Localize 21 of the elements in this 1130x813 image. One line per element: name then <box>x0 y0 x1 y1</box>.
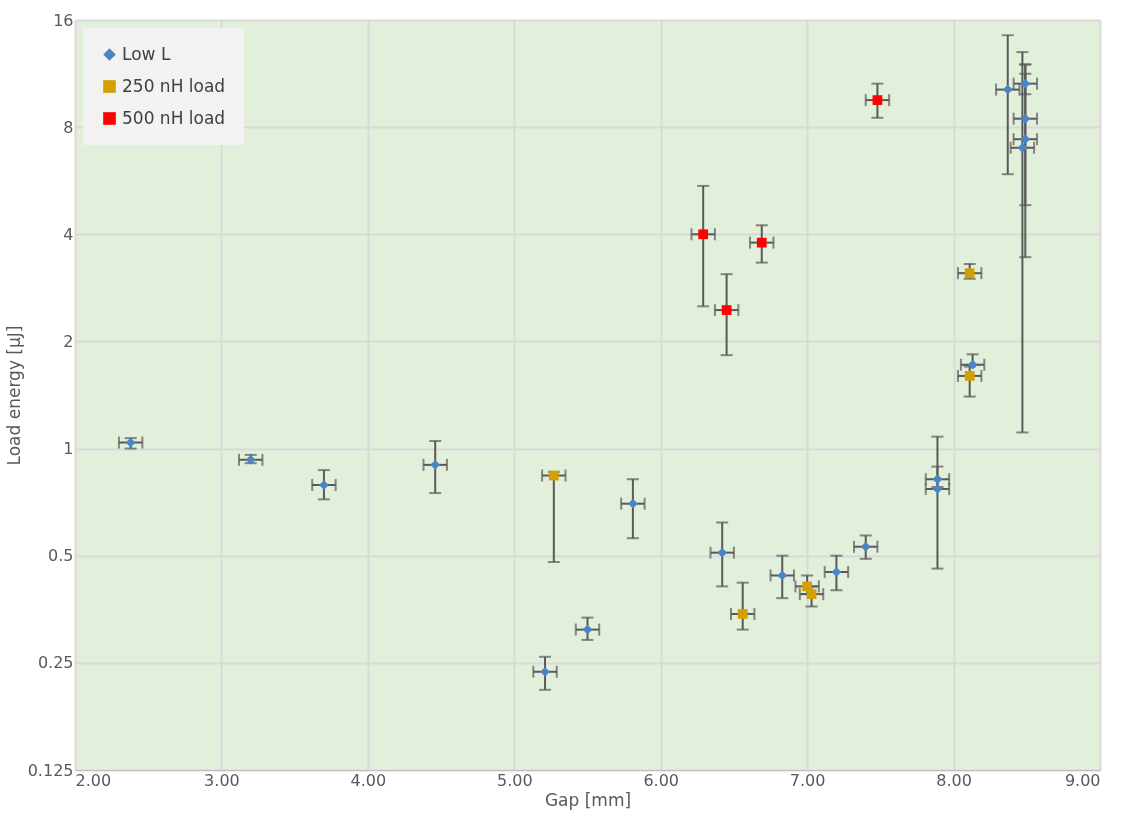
y-tick-label: 8 <box>63 117 74 137</box>
x-tick-label: 2.00 <box>75 770 112 790</box>
legend-label: 500 nH load <box>122 107 226 128</box>
x-tick-label: 8.00 <box>936 770 972 790</box>
y-tick-label: 0.5 <box>48 546 74 566</box>
x-tick-label: 7.00 <box>789 770 826 790</box>
y-axis-title: Load energy [µJ] <box>3 325 24 466</box>
y-tick-label: 0.25 <box>37 653 74 673</box>
y-tick-label: 1 <box>63 439 74 459</box>
x-tick-label: 4.00 <box>350 770 387 790</box>
legend-label: 250 nH load <box>122 75 226 96</box>
legend-label: Low L <box>122 43 171 64</box>
y-tick-label: 4 <box>63 224 74 244</box>
y-tick-label: 16 <box>53 10 74 30</box>
x-tick-label: 9.00 <box>1064 770 1101 790</box>
x-tick-label: 6.00 <box>643 770 680 790</box>
y-tick-label: 0.125 <box>27 760 74 780</box>
x-tick-label: 3.00 <box>204 770 240 790</box>
y-tick-label: 2 <box>63 331 74 351</box>
x-tick-label: 5.00 <box>496 770 533 790</box>
x-axis-title: Gap [mm] <box>544 789 632 810</box>
